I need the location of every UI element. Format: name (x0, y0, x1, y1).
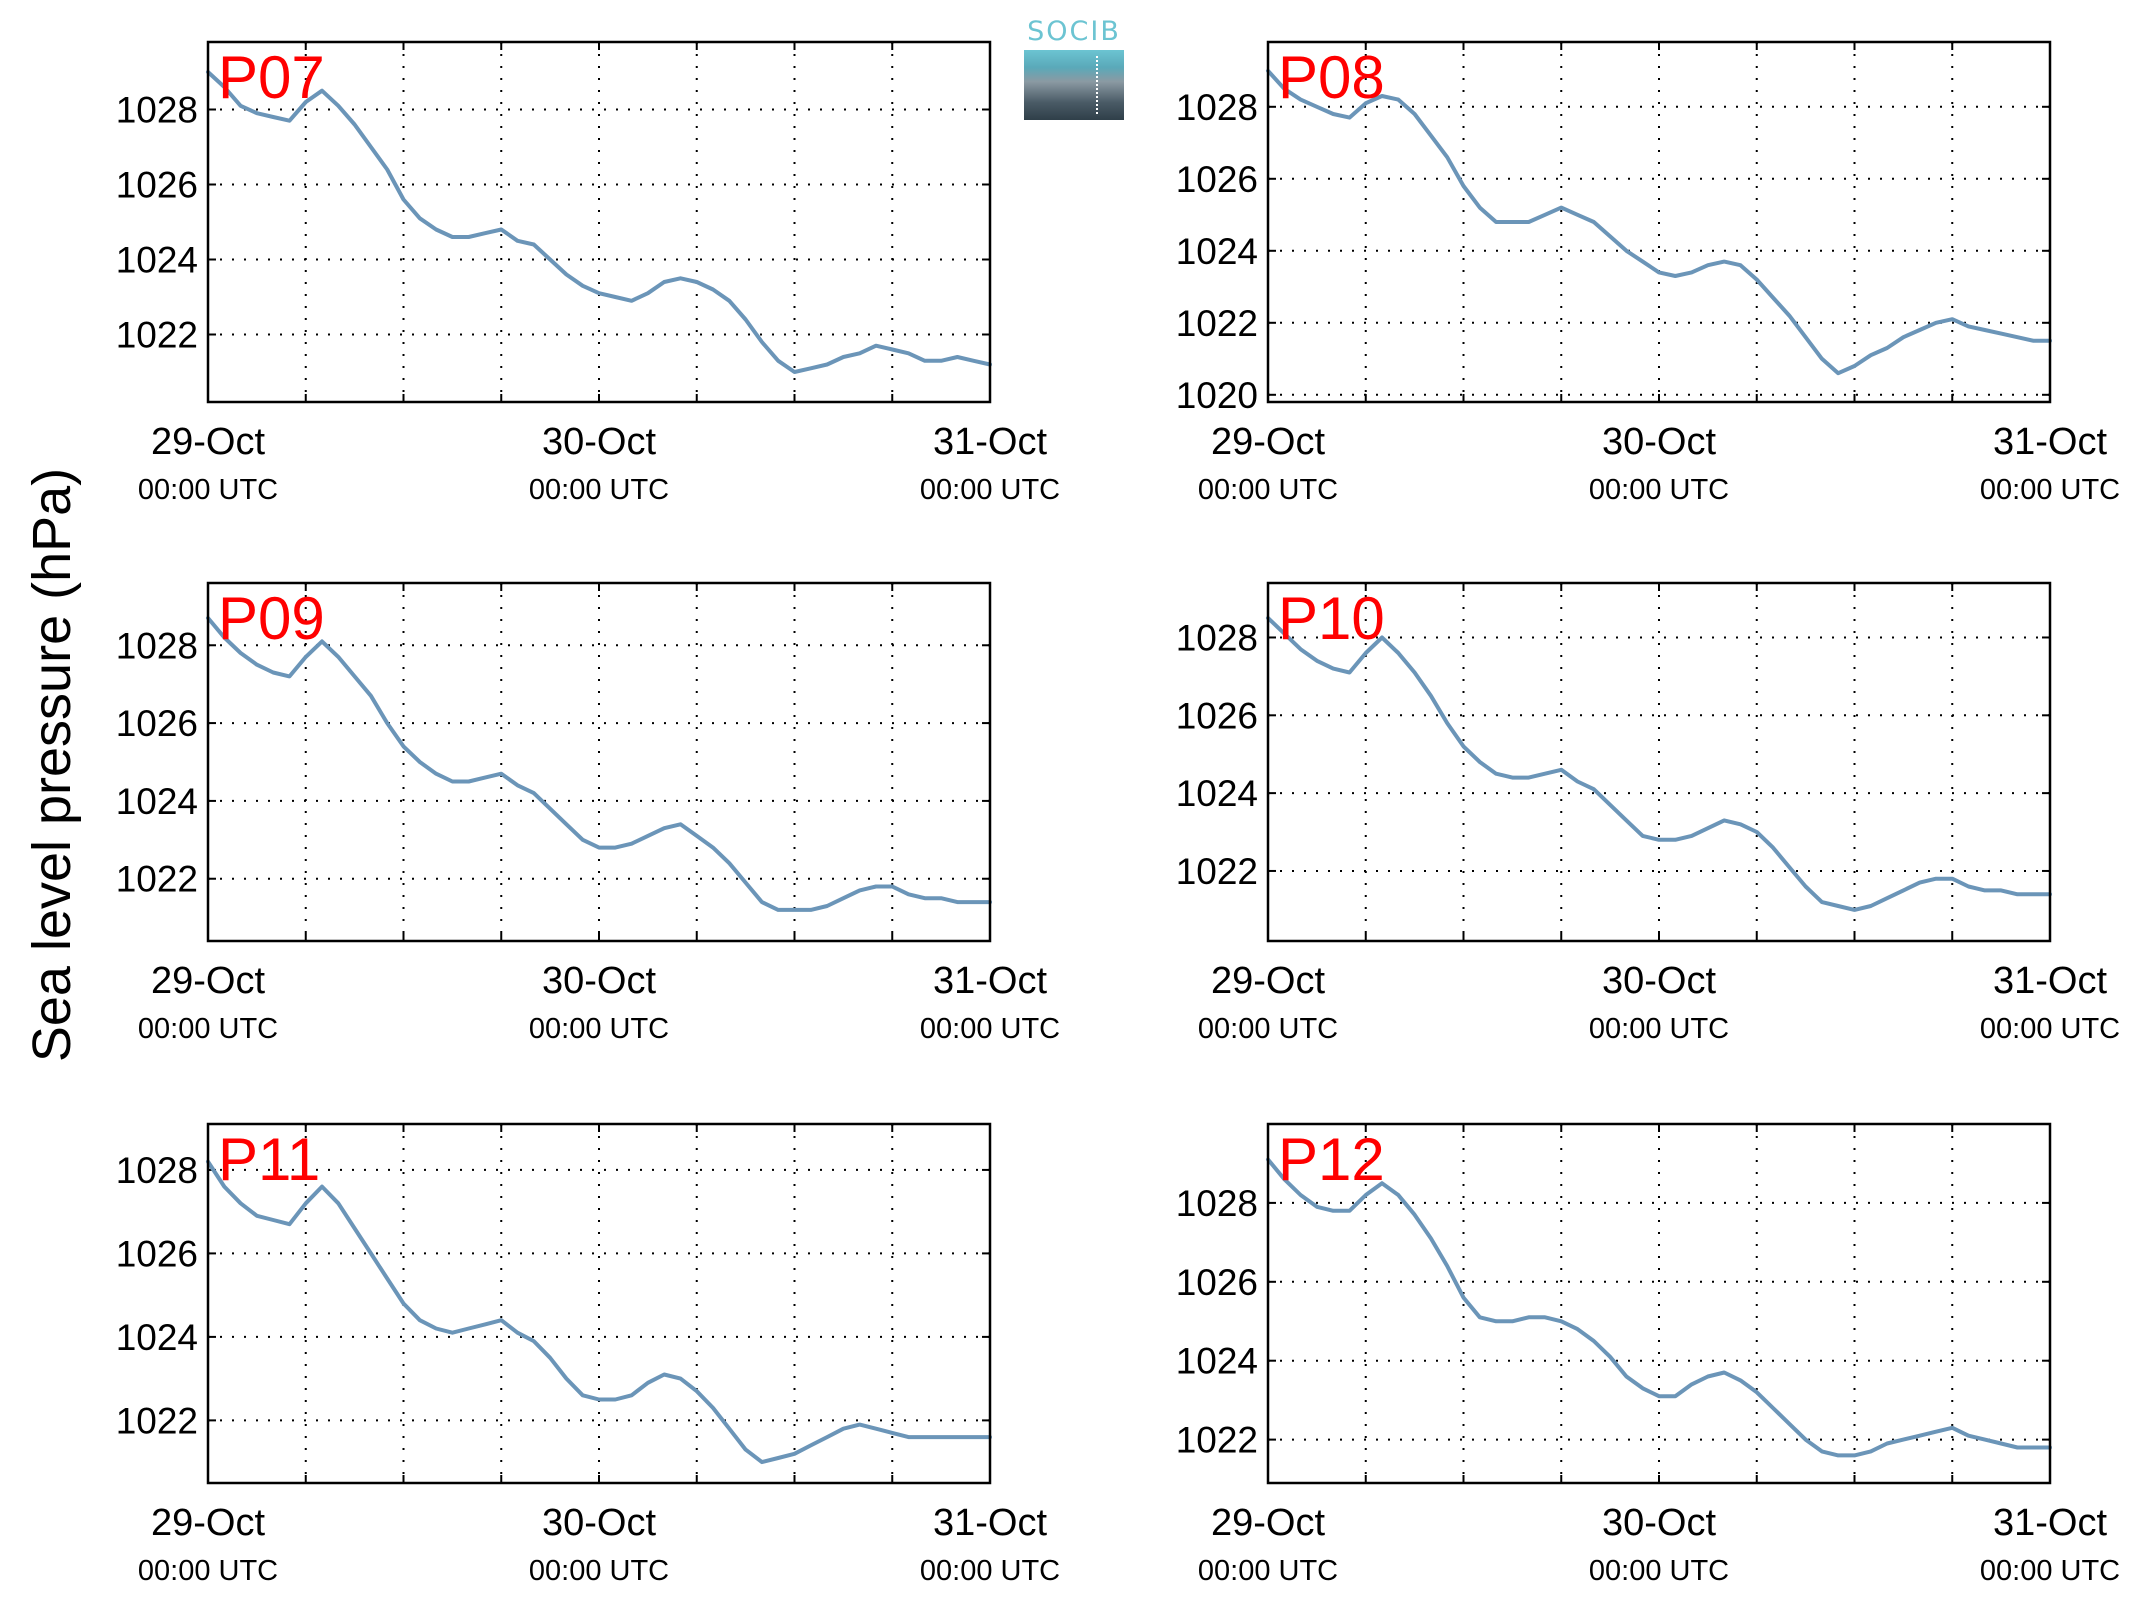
y-tick-label: 1022 (1176, 303, 1258, 344)
y-tick-label: 1024 (1176, 231, 1258, 272)
y-tick-label: 1024 (116, 240, 198, 281)
x-tick-time-label: 00:00 UTC (1980, 1013, 2120, 1045)
logo-text: SOCIB (1027, 16, 1121, 47)
x-tick-time-label: 00:00 UTC (529, 474, 669, 506)
x-tick-date-label: 31-Oct (1993, 421, 2107, 463)
y-tick-label: 1026 (116, 703, 198, 744)
y-tick-label: 1028 (1176, 617, 1258, 658)
logo-dotted-line (1096, 56, 1098, 114)
y-tick-label: 1020 (1176, 375, 1258, 416)
x-tick-time-label: 00:00 UTC (138, 1013, 278, 1045)
x-tick-date-label: 30-Oct (542, 960, 656, 1002)
panel-label: P07 (218, 44, 325, 111)
pressure-series-line (206, 70, 992, 374)
x-tick-time-label: 00:00 UTC (1198, 1013, 1338, 1045)
x-tick-date-label: 29-Oct (151, 421, 265, 463)
socib-logo: SOCIB (1024, 16, 1124, 120)
x-tick-date-label: 31-Oct (1993, 1502, 2107, 1544)
pressure-series-line (1266, 616, 2052, 912)
x-tick-date-label: 29-Oct (1211, 1502, 1325, 1544)
x-tick-date-label: 29-Oct (1211, 421, 1325, 463)
x-tick-date-label: 31-Oct (933, 1502, 1047, 1544)
x-tick-date-label: 30-Oct (1602, 960, 1716, 1002)
logo-mark (1024, 50, 1124, 120)
x-tick-time-label: 00:00 UTC (1198, 1555, 1338, 1587)
plot-frame (1266, 581, 2052, 943)
y-tick-label: 1022 (116, 859, 198, 900)
x-tick-date-label: 31-Oct (1993, 960, 2107, 1002)
pressure-series-line (1266, 1157, 2052, 1458)
panel-p09: 1022 1024 1026 1028 P09 29-Oct 00:00 UTC 30-Oct… (116, 581, 1060, 1045)
plot-frame (1266, 40, 2052, 404)
panel-label: P12 (1278, 1126, 1385, 1193)
x-tick-date-label: 29-Oct (151, 1502, 265, 1544)
panel-p11: 1022 1024 1026 1028 P11 29-Oct 00:00 UTC 30-Oct… (116, 1122, 1060, 1587)
plot-frame (206, 40, 992, 404)
y-tick-label: 1022 (1176, 851, 1258, 892)
x-tick-time-label: 00:00 UTC (1589, 1013, 1729, 1045)
y-tick-label: 1024 (116, 1317, 198, 1358)
panel-label: P08 (1278, 44, 1385, 111)
x-tick-date-label: 30-Oct (542, 1502, 656, 1544)
x-tick-time-label: 00:00 UTC (138, 474, 278, 506)
panel-p12: 1022 1024 1026 1028 P12 29-Oct 00:00 UTC 30-Oct… (1176, 1122, 2120, 1587)
x-tick-time-label: 00:00 UTC (1589, 474, 1729, 506)
x-tick-time-label: 00:00 UTC (529, 1013, 669, 1045)
plot-frame (1266, 1122, 2052, 1485)
panel-p08: 1020 1022 1024 1026 1028 P08 29-Oct 00:00 UTC 30… (1176, 40, 2120, 506)
x-tick-time-label: 00:00 UTC (1980, 1555, 2120, 1587)
y-tick-label: 1024 (1176, 773, 1258, 814)
y-axis-label: Sea level pressure (hPa) (22, 468, 82, 1062)
y-tick-label: 1026 (116, 165, 198, 206)
plot-frame (206, 1122, 992, 1485)
panel-label: P11 (218, 1126, 320, 1193)
panel-label: P09 (218, 585, 325, 652)
y-tick-label: 1028 (116, 625, 198, 666)
x-tick-time-label: 00:00 UTC (1980, 474, 2120, 506)
x-tick-time-label: 00:00 UTC (138, 1555, 278, 1587)
panel-label: P10 (1278, 585, 1385, 652)
y-tick-label: 1026 (1176, 159, 1258, 200)
x-tick-date-label: 30-Oct (1602, 421, 1716, 463)
x-tick-date-label: 31-Oct (933, 960, 1047, 1002)
y-tick-label: 1028 (116, 1150, 198, 1191)
x-tick-date-label: 31-Oct (933, 421, 1047, 463)
panel-p10: 1022 1024 1026 1028 P10 29-Oct 00:00 UTC 30-Oct… (1176, 581, 2120, 1045)
y-tick-label: 1022 (116, 315, 198, 356)
x-tick-time-label: 00:00 UTC (1589, 1555, 1729, 1587)
panel-p07: 1022 1024 1026 1028 P07 29-Oct 00:00 UTC 30-Oct… (116, 40, 1060, 506)
y-tick-label: 1024 (116, 781, 198, 822)
x-tick-date-label: 30-Oct (542, 421, 656, 463)
y-tick-label: 1028 (1176, 87, 1258, 128)
y-tick-label: 1022 (116, 1400, 198, 1441)
plot-frame (206, 581, 992, 943)
y-tick-label: 1026 (1176, 1262, 1258, 1303)
x-tick-time-label: 00:00 UTC (1198, 474, 1338, 506)
y-tick-label: 1028 (116, 90, 198, 131)
pressure-series-line (206, 1159, 992, 1465)
x-tick-time-label: 00:00 UTC (529, 1555, 669, 1587)
x-tick-date-label: 29-Oct (1211, 960, 1325, 1002)
pressure-series-line (1266, 68, 2052, 376)
y-tick-label: 1024 (1176, 1341, 1258, 1382)
x-tick-time-label: 00:00 UTC (920, 1555, 1060, 1587)
x-tick-time-label: 00:00 UTC (920, 474, 1060, 506)
y-tick-label: 1028 (1176, 1183, 1258, 1224)
y-tick-label: 1026 (1176, 695, 1258, 736)
y-tick-label: 1026 (116, 1233, 198, 1274)
x-tick-date-label: 29-Oct (151, 960, 265, 1002)
y-tick-label: 1022 (1176, 1420, 1258, 1461)
x-tick-time-label: 00:00 UTC (920, 1013, 1060, 1045)
pressure-series-line (206, 616, 992, 912)
x-tick-date-label: 30-Oct (1602, 1502, 1716, 1544)
